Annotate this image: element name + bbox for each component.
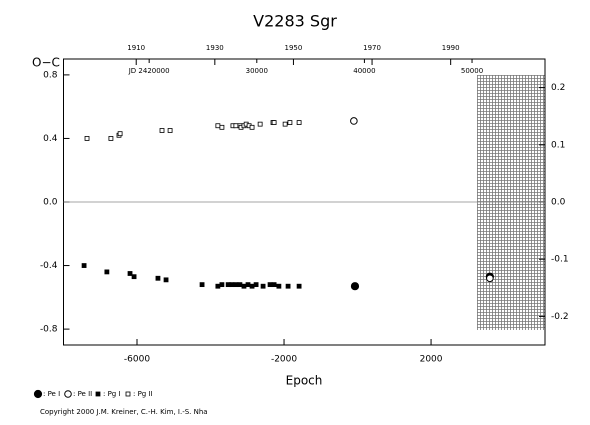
chart-title: V2283 Sgr — [253, 12, 337, 31]
y-tick-label: -0.8 — [40, 325, 58, 335]
y2-tick-label: 0.0 — [551, 198, 566, 208]
point — [486, 274, 494, 283]
point — [233, 282, 239, 288]
shaded-region — [477, 75, 545, 330]
point — [249, 124, 255, 130]
point — [219, 282, 225, 288]
point — [249, 283, 255, 289]
point — [159, 128, 165, 133]
point — [215, 123, 221, 129]
legend-label: : Pe I — [43, 390, 60, 398]
y-tick-label: 0.8 — [43, 70, 58, 80]
point — [81, 263, 87, 268]
x2-tick-label: 1990 — [442, 44, 460, 52]
point — [104, 269, 110, 275]
jd-tick-label: 50000 — [461, 67, 483, 75]
legend-label: : Pe II — [73, 390, 92, 398]
jd-tick-label: 30000 — [246, 67, 268, 75]
point — [237, 282, 243, 288]
point — [241, 283, 247, 289]
point — [285, 283, 291, 289]
legend-marker — [33, 389, 43, 399]
y-tick-label: 0.0 — [43, 198, 58, 208]
x-tick-label: -6000 — [124, 355, 150, 365]
point — [276, 283, 282, 289]
point — [117, 131, 123, 137]
x-axis-label: Epoch — [286, 374, 323, 388]
point — [267, 282, 273, 288]
x-tick-label: 2000 — [420, 355, 443, 365]
legend-marker — [64, 390, 72, 398]
x2-tick-label: 1950 — [285, 44, 303, 52]
y2-tick-label: -0.2 — [551, 312, 569, 322]
point — [233, 123, 239, 129]
point — [108, 136, 114, 141]
x2-tick-label: 1970 — [363, 44, 381, 52]
point — [84, 136, 90, 141]
legend-label: : Pg II — [133, 390, 153, 398]
point — [245, 282, 251, 288]
y2-tick-label: 0.1 — [551, 140, 565, 150]
point — [253, 282, 259, 288]
point — [350, 117, 358, 125]
point — [167, 128, 173, 133]
legend-marker — [95, 391, 101, 397]
x-tick-label: -2000 — [271, 355, 297, 365]
y-axis-label: O−C — [32, 56, 60, 70]
y-tick-label: -0.4 — [40, 261, 58, 271]
point — [219, 124, 225, 130]
y2-tick-label: -0.1 — [551, 255, 569, 265]
legend-marker — [125, 391, 131, 397]
point — [282, 121, 288, 127]
point — [127, 271, 133, 276]
x2-tick-label: 1910 — [127, 44, 145, 52]
point — [229, 282, 235, 288]
footnote: Copyright 2000 J.M. Kreiner, C.-H. Kim, … — [40, 408, 208, 416]
point — [271, 282, 277, 288]
jd-tick-label: 40000 — [353, 67, 375, 75]
y2-tick-label: 0.2 — [551, 83, 565, 93]
point — [155, 275, 161, 281]
point — [296, 120, 302, 125]
point — [350, 282, 360, 291]
point — [215, 283, 221, 289]
y-tick-label: 0.4 — [43, 134, 58, 144]
x2-tick-label: 1930 — [206, 44, 224, 52]
legend-label: : Pg I — [103, 390, 121, 398]
jd-tick-label: JD 2420000 — [128, 67, 170, 75]
point — [257, 121, 263, 127]
point — [296, 283, 302, 289]
point — [271, 120, 277, 125]
point — [260, 283, 266, 289]
point — [131, 274, 137, 280]
point — [287, 120, 293, 125]
point — [199, 282, 205, 288]
point — [163, 277, 169, 283]
